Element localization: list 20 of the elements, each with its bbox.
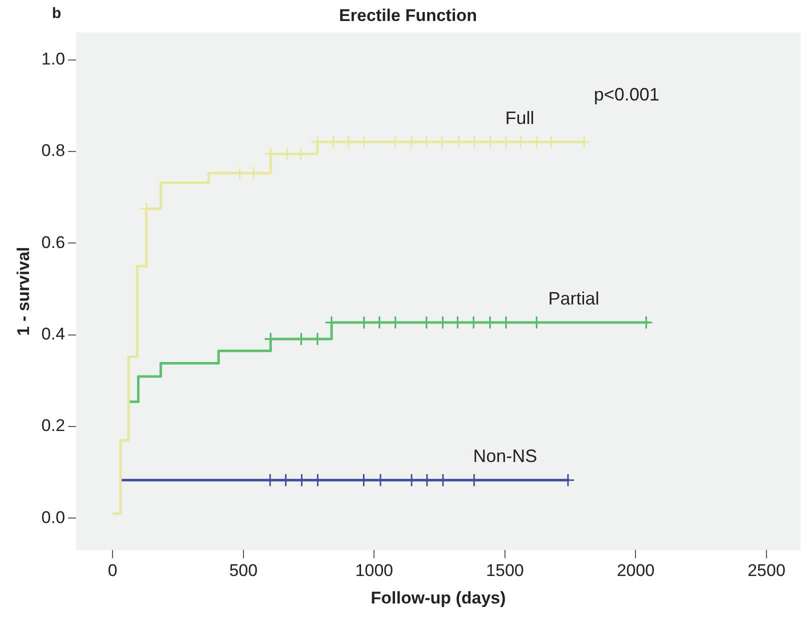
x-tick-label: 2500 (748, 561, 786, 580)
x-tick-label: 500 (229, 561, 258, 580)
y-tick-label: 0.8 (41, 141, 66, 160)
series-label: Partial (548, 288, 600, 308)
x-tick-label: 2000 (616, 561, 655, 580)
text: b (52, 5, 62, 22)
y-tick-label: 0.2 (41, 416, 66, 436)
y-tick-label: 0.4 (41, 324, 66, 344)
series-label: Full (505, 108, 534, 128)
x-tick-label: 0 (108, 561, 118, 580)
x-axis-title: Follow-up (days) (370, 588, 506, 608)
y-tick-label: 0.0 (41, 508, 66, 527)
y-axis-title: 1 - survival (14, 246, 33, 336)
chart-title: Erectile Function (339, 6, 477, 25)
series-label: Non-NS (473, 446, 538, 466)
y-tick-label: 0.6 (41, 232, 66, 252)
x-tick-label: 1000 (355, 561, 394, 580)
y-tick-label: 1.0 (41, 50, 66, 69)
x-tick-label: 1500 (486, 561, 524, 580)
annotation: p<0.001 (594, 84, 660, 104)
